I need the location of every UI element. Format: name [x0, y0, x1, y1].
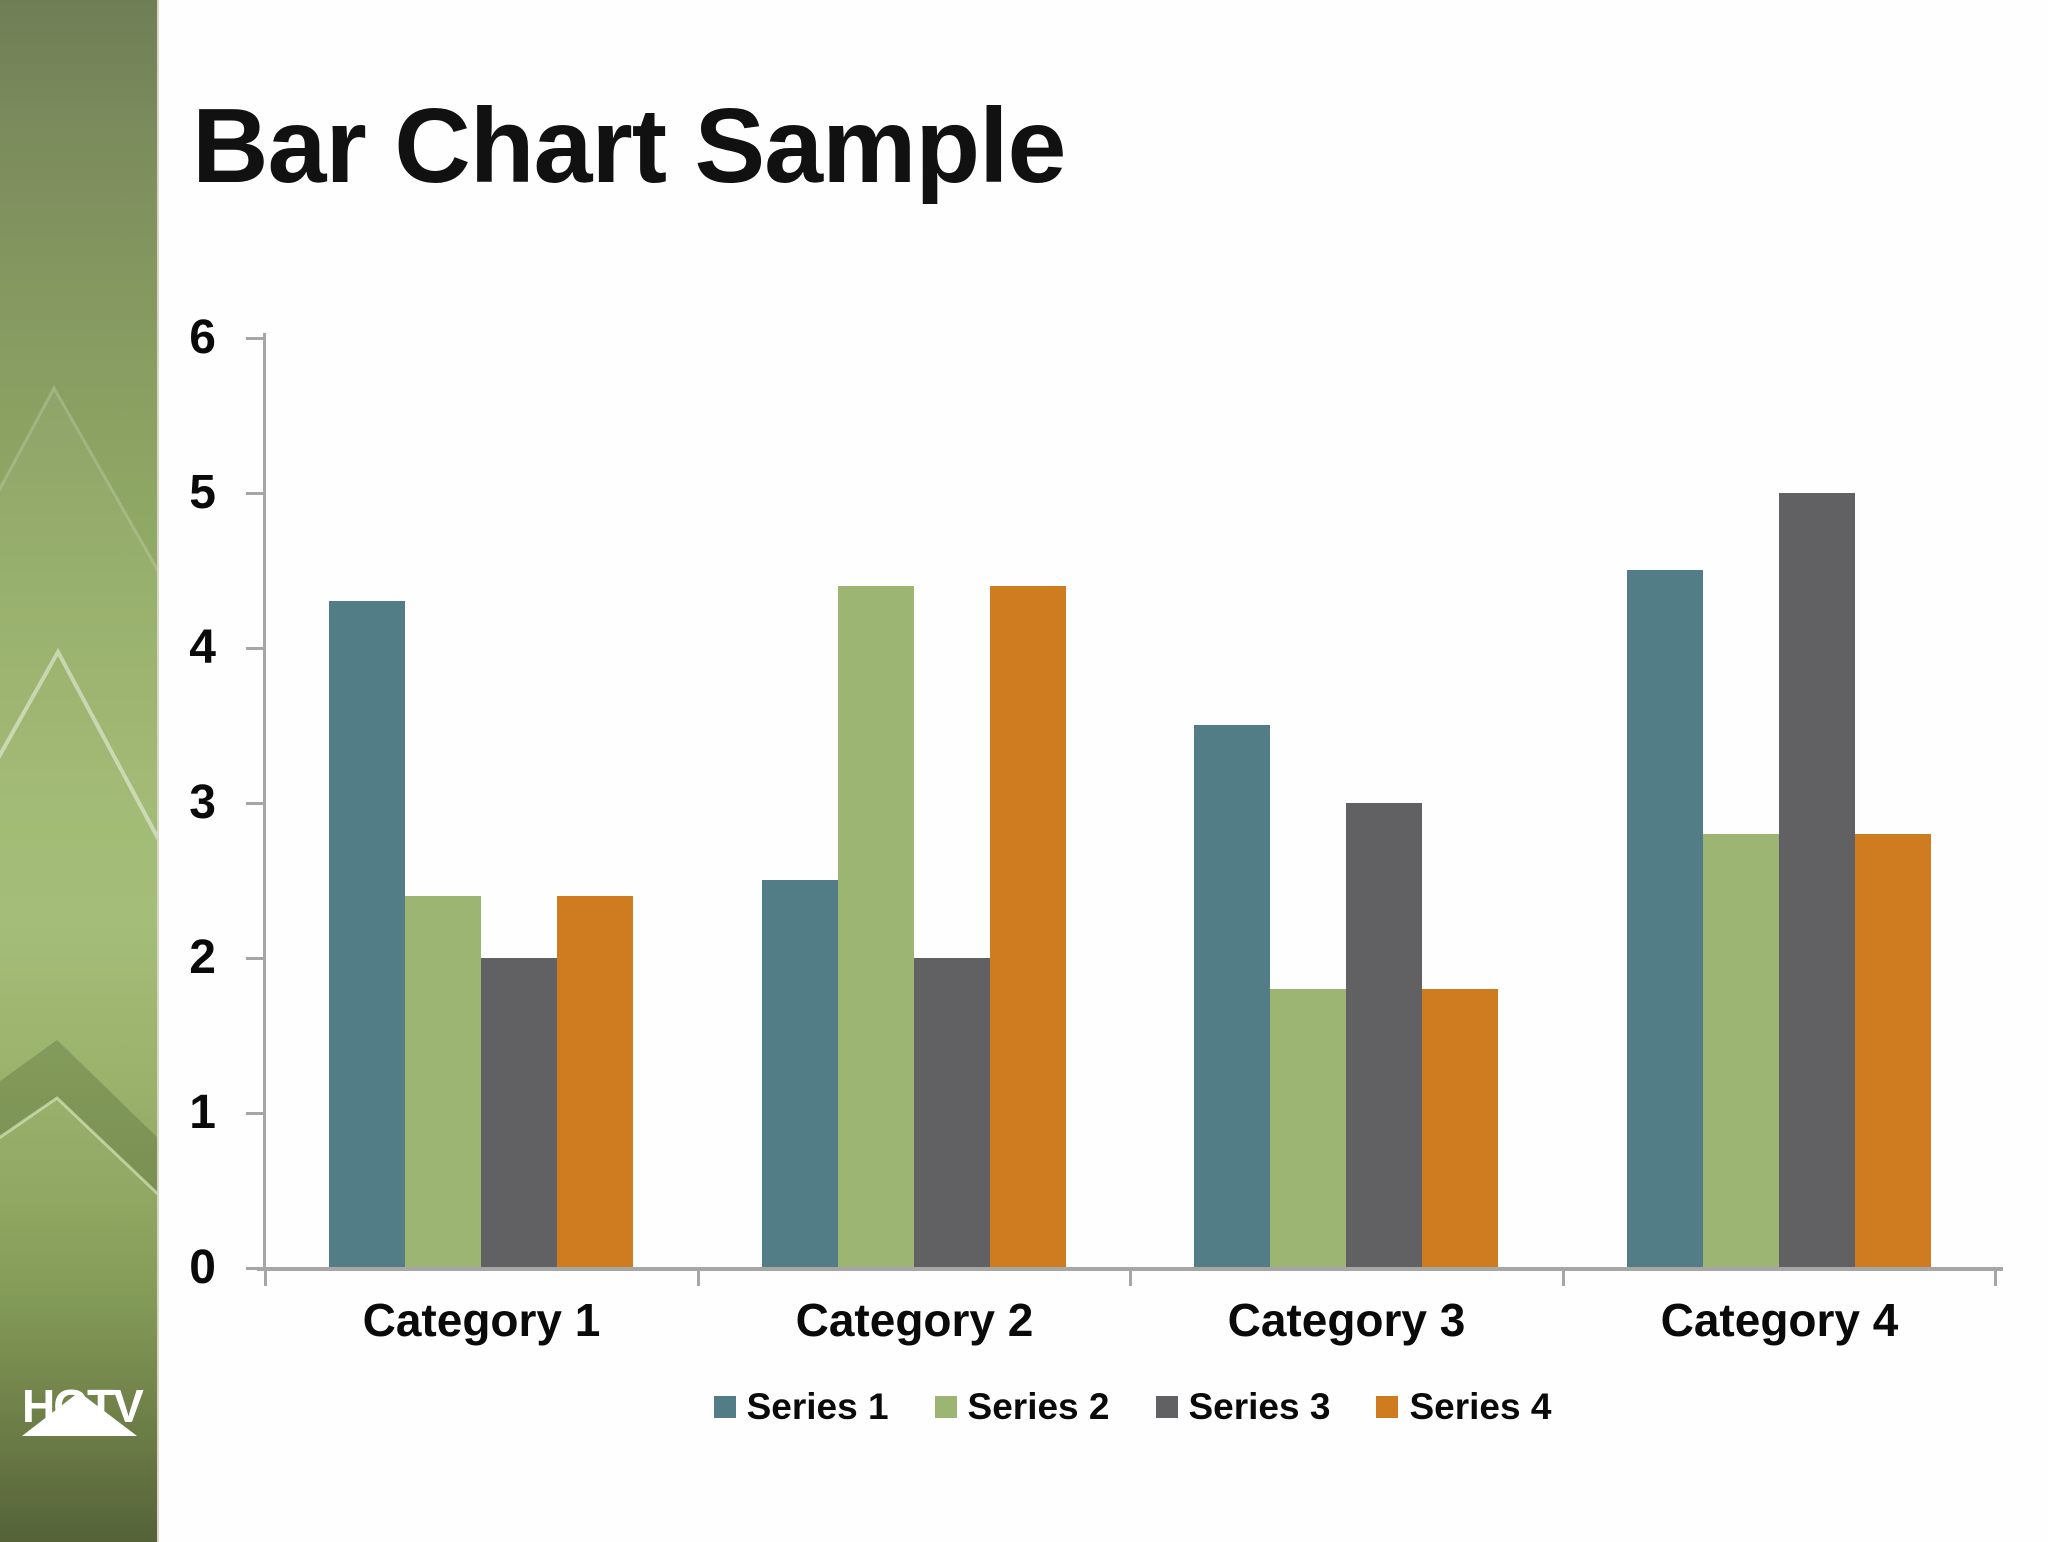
y-axis-tick-label: 1	[189, 1086, 216, 1139]
bar-category-4-series-2	[1703, 834, 1779, 1268]
category-label: Category 1	[362, 1294, 601, 1346]
y-axis-tick	[246, 1112, 263, 1115]
y-axis-tick	[246, 337, 263, 340]
y-axis-tick	[246, 647, 263, 650]
bar-category-3-series-3	[1346, 803, 1422, 1268]
bar-category-4-series-4	[1855, 834, 1931, 1268]
y-axis-tick-label: 3	[189, 776, 216, 829]
x-axis-tick	[1994, 1271, 1997, 1286]
bar-category-3-series-4	[1422, 989, 1498, 1268]
legend-swatch	[713, 1395, 736, 1418]
category-label: Category 3	[1227, 1294, 1466, 1346]
hgtv-house-roof-icon	[22, 1392, 137, 1436]
y-axis-tick-label: 2	[189, 931, 216, 984]
y-axis-tick-label: 0	[189, 1241, 216, 1294]
category-label: Category 2	[795, 1294, 1034, 1346]
bar-category-4-series-3	[1779, 493, 1855, 1268]
sidebar-decoration: HGTV	[0, 0, 159, 1542]
y-axis-tick	[246, 1267, 263, 1270]
x-axis-line	[257, 1267, 2003, 1271]
chart-legend: Series 1 Series 2 Series 3 Series 4	[265, 1388, 2000, 1425]
hgtv-logo: HGTV	[22, 1383, 144, 1487]
bar-category-3-series-1	[1194, 725, 1270, 1268]
bar-category-1-series-3	[481, 958, 557, 1268]
legend-label: Series 2	[967, 1386, 1110, 1427]
x-axis-tick	[1129, 1271, 1132, 1286]
bar-category-1-series-2	[405, 896, 481, 1268]
x-axis-tick	[1562, 1271, 1565, 1286]
y-axis-tick-label: 6	[189, 311, 216, 364]
slide-title: Bar Chart Sample	[192, 87, 1067, 205]
category-label: Category 4	[1660, 1294, 1899, 1346]
legend-label: Series 4	[1409, 1386, 1552, 1427]
legend-swatch	[1376, 1395, 1399, 1418]
y-axis-tick-label: 5	[189, 466, 216, 519]
y-axis-tick	[246, 492, 263, 495]
bar-category-3-series-2	[1270, 989, 1346, 1268]
bar-category-2-series-2	[838, 586, 914, 1268]
bar-category-2-series-4	[990, 586, 1066, 1268]
y-axis-tick-label: 4	[189, 621, 216, 674]
x-axis-tick	[697, 1271, 700, 1286]
legend-item-series-2: Series 2	[934, 1386, 1110, 1427]
bar-category-2-series-3	[914, 958, 990, 1268]
bar-category-2-series-1	[762, 880, 838, 1268]
legend-label: Series 1	[746, 1386, 889, 1427]
x-axis-tick	[264, 1271, 267, 1286]
legend-swatch	[934, 1395, 957, 1418]
legend-label: Series 3	[1188, 1386, 1331, 1427]
legend-item-series-1: Series 1	[713, 1386, 889, 1427]
y-axis-line	[263, 333, 266, 1270]
legend-item-series-4: Series 4	[1376, 1388, 1551, 1425]
legend-item-series-3: Series 3	[1155, 1386, 1331, 1427]
bar-category-4-series-1	[1627, 570, 1703, 1268]
y-axis-tick	[246, 802, 263, 805]
sidebar-chevron-pattern	[0, 384, 157, 1542]
bar-category-1-series-1	[329, 601, 405, 1268]
bar-category-1-series-4	[557, 896, 633, 1268]
legend-swatch	[1155, 1395, 1178, 1418]
y-axis-tick	[246, 957, 263, 960]
